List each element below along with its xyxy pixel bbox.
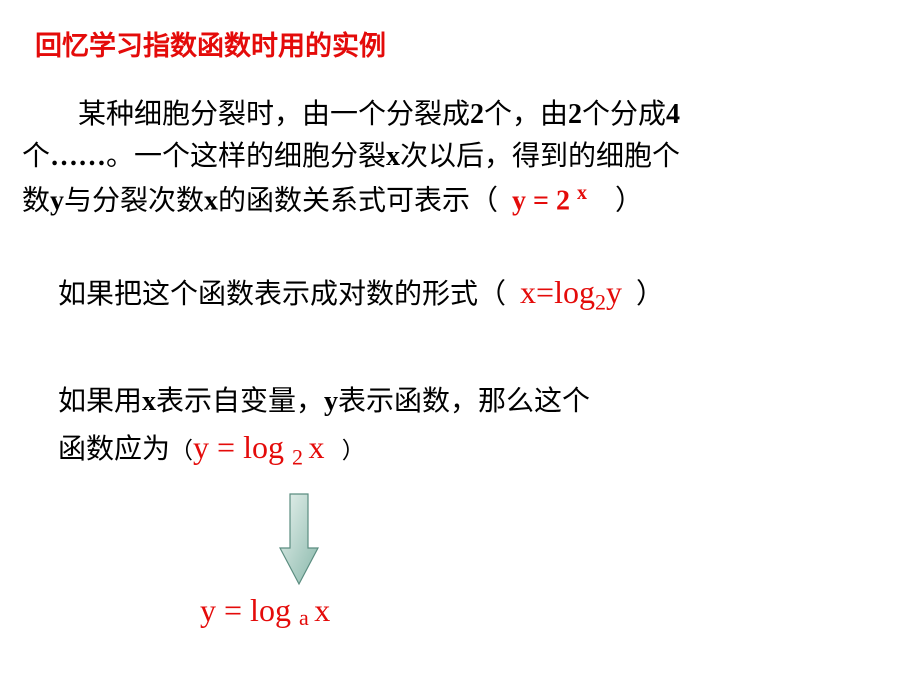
p1-l1-mid2: 个分成 <box>582 99 666 130</box>
p3-close-paren: ） <box>324 438 364 463</box>
down-arrow <box>278 492 320 588</box>
p1-l2-x: x <box>386 141 400 172</box>
p1-num-4: 4 <box>666 99 680 130</box>
formula-bottom: y = log a x <box>200 592 330 631</box>
p3-l1-x: x <box>142 386 156 417</box>
p3-l1-mid2: 表示函数，那么这个 <box>338 386 590 417</box>
p3-formula-sub: 2 <box>292 445 309 470</box>
slide-title: 回忆学习指数函数时用的实例 <box>35 24 386 63</box>
p1-l2-post: 次以后，得到的细胞个 <box>400 141 680 172</box>
p3-l1-mid1: 表示自变量， <box>156 386 324 417</box>
p2-close: ） <box>622 279 664 310</box>
p1-l3-x: x <box>204 185 218 216</box>
p1-l3-y: y <box>50 185 64 216</box>
paragraph-1: 某种细胞分裂时，由一个分裂成2个，由2个分成4 个……。一个这样的细胞分裂x次以… <box>22 94 892 222</box>
p3-formula-x: x <box>308 429 324 465</box>
p1-l3-pre: 数 <box>22 185 50 216</box>
p3-l2-pre: 函数应为 <box>58 434 170 465</box>
p1-dots: …… <box>50 141 106 172</box>
p3-open-paren: （ <box>170 438 193 463</box>
p2-formula-xlog: x=log <box>520 274 595 310</box>
p1-l2-pre: 个 <box>22 141 50 172</box>
title-text: 回忆学习指数函数时用的实例 <box>35 31 386 61</box>
p1-formula-eq2: = 2 <box>533 185 577 216</box>
fb-main: y = log <box>200 592 299 628</box>
p1-l2-mid: 。一个这样的细胞分裂 <box>106 141 386 172</box>
fb-x: x <box>314 592 330 628</box>
p2-pre: 如果把这个函数表示成对数的形式（ <box>58 279 506 310</box>
p3-l1-y: y <box>324 386 338 417</box>
p1-num-2b: 2 <box>568 99 582 130</box>
p1-formula-y: y <box>512 185 533 216</box>
p1-l3-mid2: 的函数关系式可表示（ <box>218 185 498 216</box>
p2-formula-y: y <box>606 274 622 310</box>
paragraph-2: 如果把这个函数表示成对数的形式（ x=log2y ） <box>58 268 888 319</box>
p3-formula: y = log <box>193 429 292 465</box>
p3-l1-pre: 如果用 <box>58 386 142 417</box>
p1-l1-mid1: 个，由 <box>484 99 568 130</box>
p1-l3-mid1: 与分裂次数 <box>64 185 204 216</box>
p2-formula-sub: 2 <box>595 290 606 315</box>
p1-l3-close: ） <box>587 185 643 216</box>
p1-formula-exp: x <box>577 182 587 204</box>
paragraph-3: 如果用x表示自变量，y表示函数，那么这个 函数应为（y = log 2 x ） <box>58 380 888 475</box>
p1-num-2a: 2 <box>470 99 484 130</box>
p1-l1-pre: 某种细胞分裂时，由一个分裂成 <box>78 99 470 130</box>
down-arrow-icon <box>278 492 320 588</box>
fb-sub: a <box>299 605 314 630</box>
